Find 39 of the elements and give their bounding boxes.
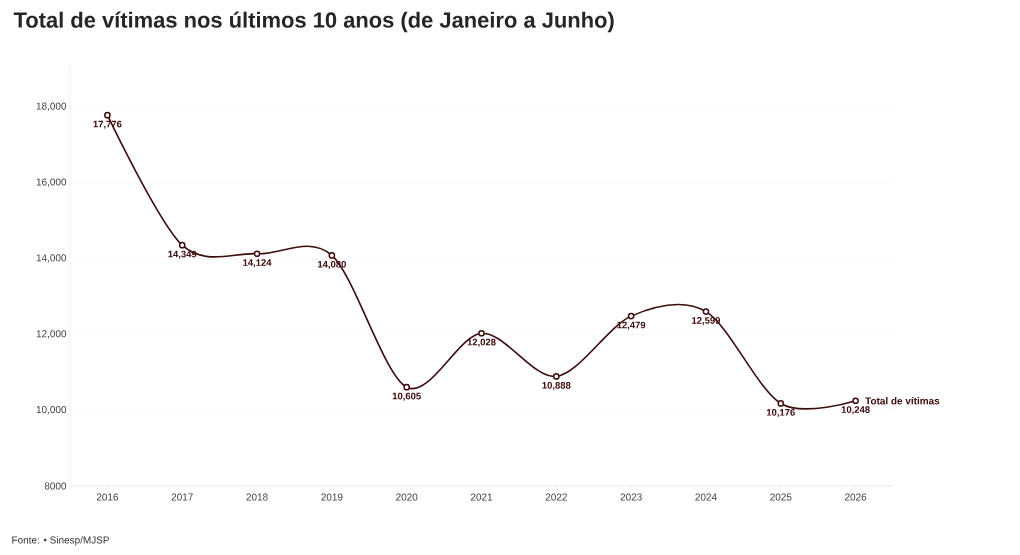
- x-tick-label: 2024: [695, 493, 717, 501]
- chart-title: Total de vítimas nos últimos 10 anos (de Janeiro a Junho): [13, 11, 614, 33]
- x-tick-label: 2023: [620, 493, 642, 501]
- point: [552, 373, 560, 380]
- x-tick-label: 2026: [845, 493, 867, 501]
- x-tick-label: 2019: [321, 493, 343, 501]
- data-label: 10,888: [542, 381, 571, 391]
- y-tick-label: 12,000: [36, 330, 67, 339]
- point: [104, 111, 111, 119]
- data-label: 14,124: [243, 259, 272, 268]
- point: [852, 397, 859, 405]
- data-label: 12,479: [617, 321, 646, 330]
- point: [328, 252, 336, 259]
- y-tick-label: 14,000: [36, 254, 67, 263]
- x-tick-label: 2018: [246, 493, 268, 501]
- point: [178, 241, 186, 249]
- x-tick-label: 2021: [470, 493, 493, 501]
- y-tick-label: 16,000: [36, 178, 67, 187]
- x-tick-label: 2016: [96, 493, 119, 501]
- point: [478, 329, 485, 337]
- series-label: Total de vítimas: [865, 397, 940, 405]
- data-label: 10,248: [841, 406, 870, 415]
- x-tick-label: 2020: [396, 493, 418, 501]
- point: [777, 400, 785, 407]
- point: [253, 250, 261, 258]
- x-tick-label: 2025: [770, 493, 792, 501]
- point: [627, 312, 635, 320]
- y-tick-label: 10,000: [36, 406, 67, 415]
- data-label: 10,176: [766, 408, 795, 418]
- point: [403, 383, 411, 391]
- point: [702, 308, 710, 315]
- x-tick-label: 2022: [545, 493, 567, 501]
- source-note: Fonte: • Sinesp/MJSP: [12, 536, 109, 546]
- y-tick-label: 8000: [44, 482, 67, 490]
- data-label: 10,605: [392, 392, 421, 401]
- data-label: 14,349: [168, 250, 197, 259]
- data-label: 12,028: [467, 338, 496, 347]
- x-tick-label: 2017: [171, 493, 193, 501]
- y-tick-label: 18,000: [36, 102, 67, 111]
